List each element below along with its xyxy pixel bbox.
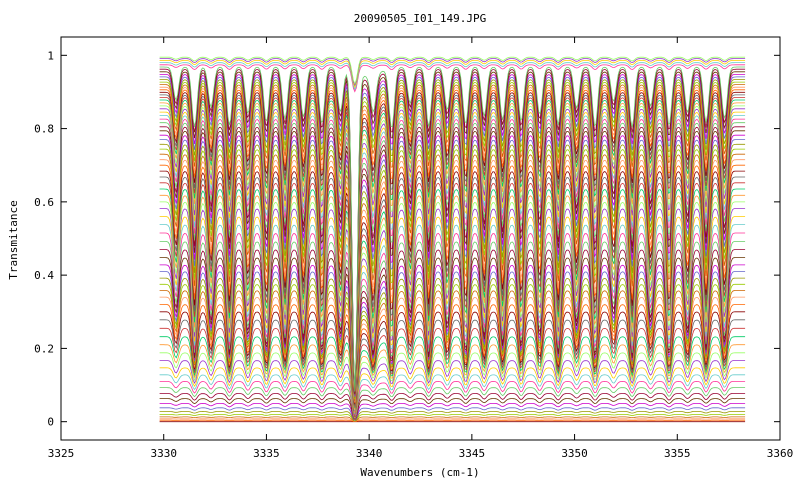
y-axis-label: Transmitance	[7, 200, 20, 279]
series-line	[159, 380, 746, 422]
series-line	[159, 418, 746, 422]
series-line	[159, 374, 746, 422]
series-line	[159, 58, 746, 87]
y-tick-label: 1	[47, 49, 54, 62]
series-line	[159, 60, 746, 89]
plot-frame	[60, 36, 781, 441]
y-tick-label: 0.2	[34, 342, 54, 355]
x-tick-label: 3325	[48, 447, 75, 460]
series-line	[159, 336, 746, 421]
series-layer	[159, 56, 746, 423]
series-line	[159, 296, 746, 420]
x-tick-label: 3330	[150, 447, 177, 460]
series-line	[159, 66, 746, 392]
series-line	[159, 410, 746, 422]
series-line	[159, 402, 746, 422]
x-tick-label: 3335	[253, 447, 280, 460]
series-line	[159, 311, 746, 420]
x-tick-label: 3340	[356, 447, 383, 460]
y-ticks: 0 0.2 0.4 0.6 0.8 1	[34, 49, 780, 429]
x-tick-label: 3345	[459, 447, 486, 460]
series-line	[159, 344, 746, 421]
x-axis-label: Wavenumbers (cm-1)	[360, 466, 479, 479]
series-line	[159, 56, 746, 85]
series-line	[159, 241, 746, 419]
series-line	[159, 416, 746, 422]
series-line	[159, 319, 746, 420]
series-line	[159, 393, 746, 421]
y-tick-label: 0	[47, 416, 54, 429]
x-tick-label: 3350	[561, 447, 588, 460]
x-tick-label: 3355	[664, 447, 691, 460]
x-tick-label: 3360	[767, 447, 794, 460]
series-line	[159, 414, 746, 422]
y-tick-label: 0.8	[34, 123, 54, 136]
y-tick-label: 0.4	[34, 269, 54, 282]
series-line	[159, 304, 746, 420]
series-line	[159, 360, 746, 421]
series-line	[159, 71, 746, 395]
series-line	[159, 419, 746, 422]
series-line	[159, 62, 746, 91]
series-line	[159, 398, 746, 421]
y-tick-label: 0.6	[34, 196, 54, 209]
x-ticks: 3325 3330 3335 3340 3345 3350 3355 3360	[48, 37, 794, 460]
series-line	[159, 407, 746, 422]
series-line	[159, 257, 746, 419]
series-line	[159, 327, 746, 420]
chart-title: 20090505_I01_149.JPG	[354, 12, 486, 25]
series-line	[159, 64, 746, 93]
series-line	[159, 367, 746, 420]
series-line	[159, 352, 746, 421]
series-line	[159, 387, 746, 421]
series-line	[159, 232, 746, 419]
